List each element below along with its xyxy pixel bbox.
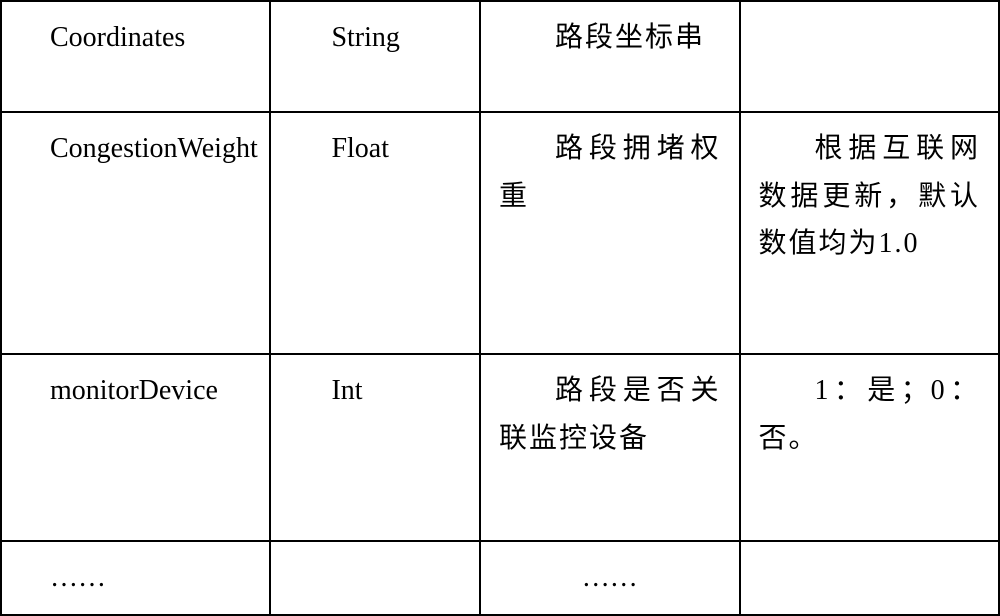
table-row: CongestionWeight Float 路段拥堵权重 根据互联网数据更新，… [1,112,999,354]
cell-description: 路段是否关联监控设备 [480,354,739,541]
cell-type [270,541,480,615]
cell-field: Coordinates [1,1,270,112]
cell-field: …… [1,541,270,615]
cell-type: Int [270,354,480,541]
cell-note [740,541,1000,615]
cell-note: 根据互联网数据更新，默认数值均为1.0 [740,112,1000,354]
cell-note: 1：是；0：否。 [740,354,1000,541]
table-row: monitorDevice Int 路段是否关联监控设备 1：是；0：否。 [1,354,999,541]
data-table: Coordinates String 路段坐标串 CongestionWeigh… [0,0,1000,616]
data-table-container: Coordinates String 路段坐标串 CongestionWeigh… [0,0,1000,616]
cell-description: 路段坐标串 [480,1,739,112]
cell-note [740,1,1000,112]
table-row: …… …… [1,541,999,615]
cell-type: String [270,1,480,112]
cell-description: …… [480,541,739,615]
cell-description: 路段拥堵权重 [480,112,739,354]
cell-field: monitorDevice [1,354,270,541]
cell-field: CongestionWeight [1,112,270,354]
table-row: Coordinates String 路段坐标串 [1,1,999,112]
cell-type: Float [270,112,480,354]
